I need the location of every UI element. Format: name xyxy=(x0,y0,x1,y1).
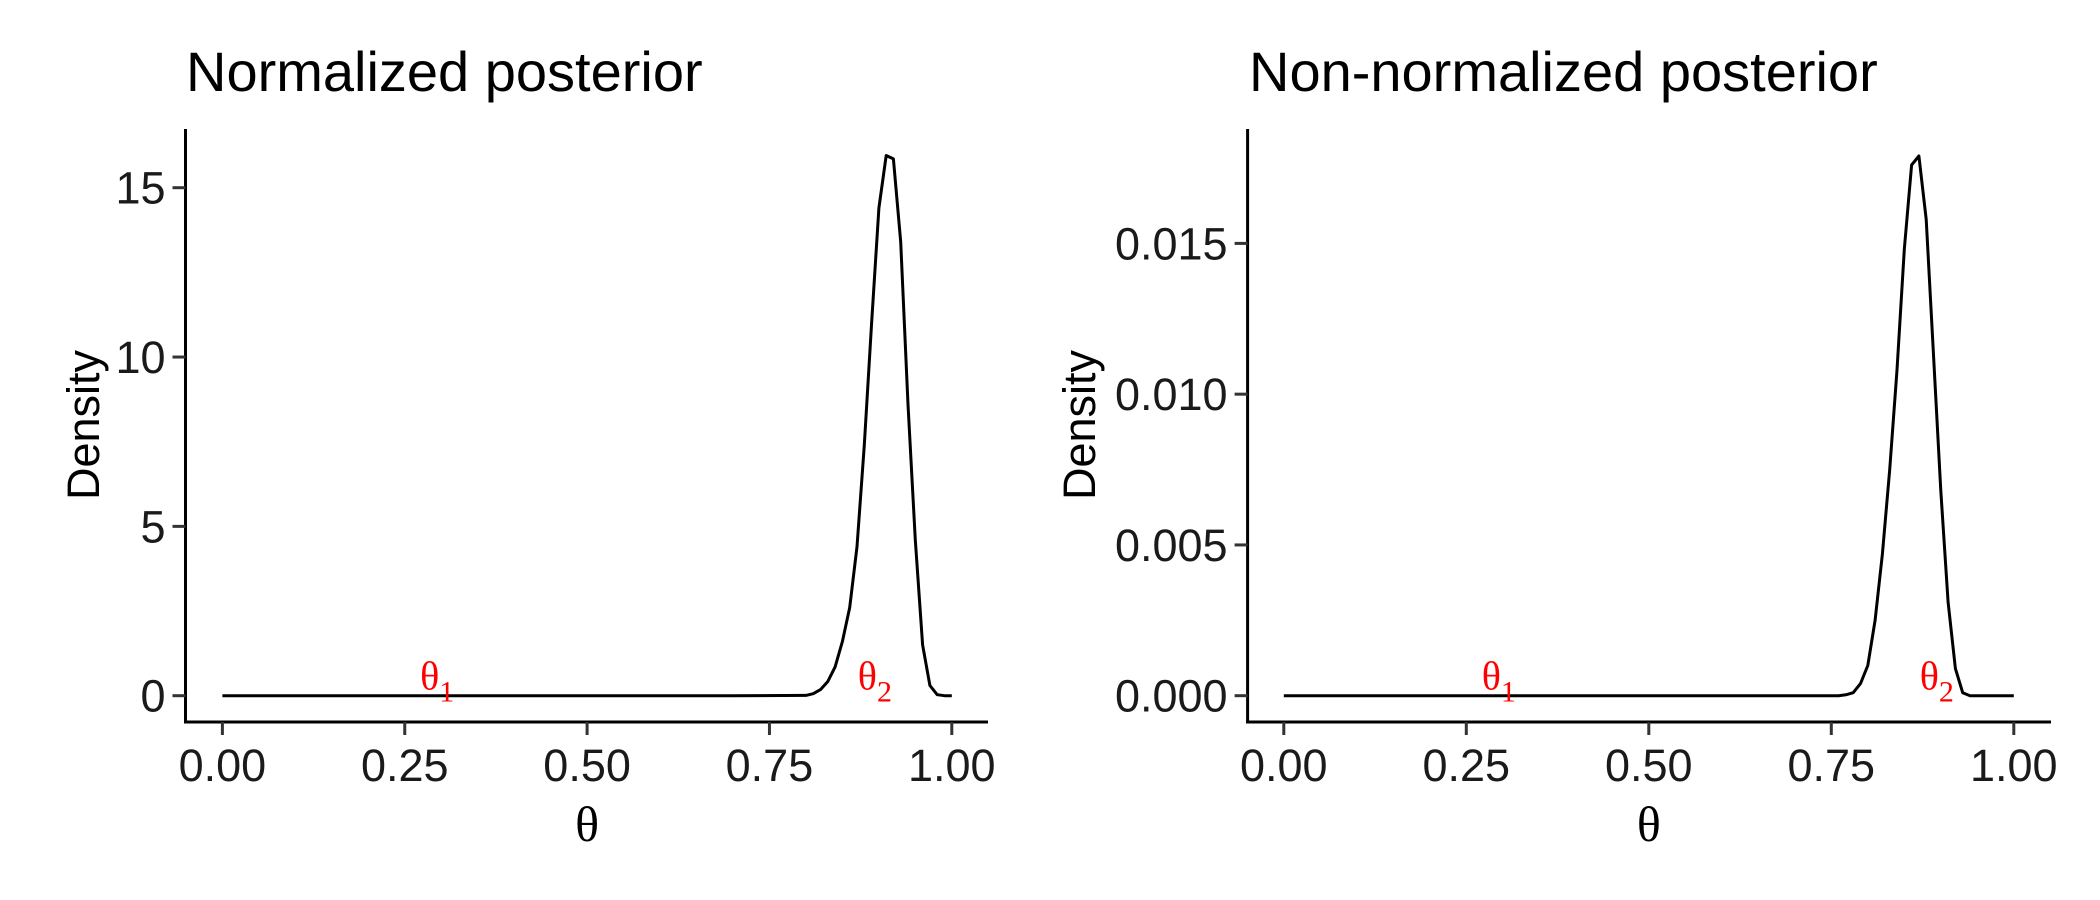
y-axis-label: Density xyxy=(58,349,109,500)
annotation-theta-2: θ2 xyxy=(1920,654,1954,709)
annotation-symbol: θ xyxy=(420,654,439,699)
x-tick-label: 0.75 xyxy=(1788,740,1876,791)
density-line xyxy=(222,154,952,698)
chart-title: Normalized posterior xyxy=(186,40,703,103)
x-axis-label: θ xyxy=(575,796,599,852)
annotation-symbol: θ xyxy=(858,654,877,699)
x-tick-label: 1.00 xyxy=(908,740,996,791)
density-line xyxy=(1283,154,2014,698)
annotation-theta-2: θ2 xyxy=(858,654,892,709)
panel-normalized: Normalized posterior 0 5 10 15 0.00 0.25 0.50 0.… xyxy=(58,40,996,852)
annotation-subscript: 1 xyxy=(439,676,454,709)
x-tick-label: 0.50 xyxy=(543,740,631,791)
annotation-symbol: θ xyxy=(1920,654,1939,699)
annotation-subscript: 2 xyxy=(1939,676,1954,709)
x-tick-label: 0.25 xyxy=(1423,740,1511,791)
y-tick-label: 15 xyxy=(115,163,165,214)
annotation-subscript: 1 xyxy=(1501,676,1516,709)
x-tick-label: 0.50 xyxy=(1605,740,1693,791)
x-tick-label: 0.00 xyxy=(1240,740,1328,791)
y-tick-label: 10 xyxy=(115,332,165,383)
x-tick-label: 0.75 xyxy=(726,740,814,791)
x-axis-label: θ xyxy=(1637,796,1661,852)
y-tick-label: 0.015 xyxy=(1115,218,1228,269)
y-tick-label: 0.000 xyxy=(1115,671,1228,722)
x-tick-label: 0.00 xyxy=(179,740,267,791)
y-tick-label: 0.010 xyxy=(1115,369,1228,420)
chart-title: Non-normalized posterior xyxy=(1249,40,1878,103)
y-tick-label: 0 xyxy=(140,671,165,722)
x-tick-label: 1.00 xyxy=(1970,740,2058,791)
y-axis-label: Density xyxy=(1054,349,1105,500)
panel-non-normalized: Non-normalized posterior 0.000 0.005 0.010 0… xyxy=(1054,40,2058,852)
y-tick-label: 0.005 xyxy=(1115,520,1228,571)
x-tick-label: 0.25 xyxy=(361,740,449,791)
annotation-theta-1: θ1 xyxy=(1482,654,1516,709)
y-tick-label: 5 xyxy=(140,501,165,552)
annotation-subscript: 2 xyxy=(877,676,892,709)
annotation-symbol: θ xyxy=(1482,654,1501,699)
annotation-theta-1: θ1 xyxy=(420,654,454,709)
